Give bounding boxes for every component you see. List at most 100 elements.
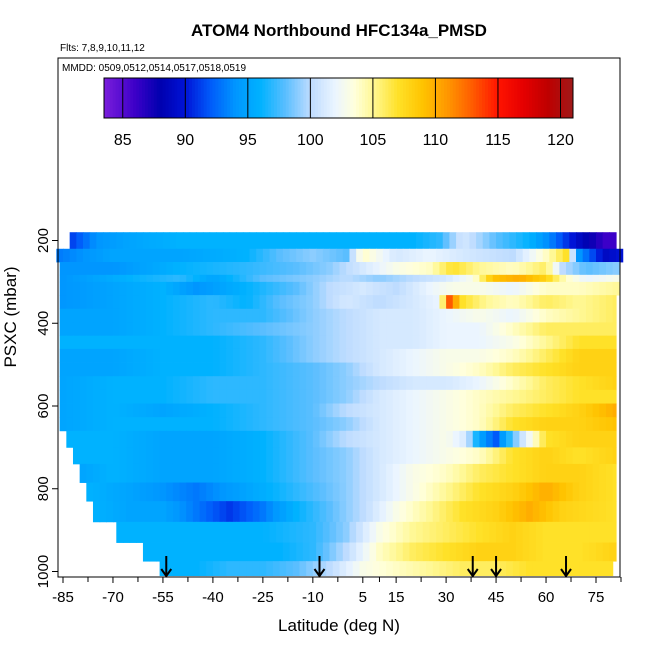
heatmap-cell (202, 248, 211, 263)
dates-note: MMDD: 0509,0512,0514,0517,0518,0519 (62, 63, 246, 74)
heatmap-cell (166, 376, 174, 391)
heatmap-cell (202, 521, 211, 543)
heatmap-cell (599, 295, 607, 310)
colorbar-segment (276, 78, 281, 118)
heatmap-cell (329, 232, 337, 250)
colorbar-segment (209, 78, 213, 118)
colorbar-segment (133, 78, 137, 118)
heatmap-cell (159, 335, 167, 350)
heatmap-cell (572, 417, 580, 432)
heatmap-cell (219, 295, 227, 310)
heatmap-cell (506, 274, 514, 283)
x-tick-label: -10 (302, 589, 324, 606)
heatmap-cell (299, 389, 307, 404)
heatmap-cell (576, 521, 584, 543)
heatmap-cell (239, 561, 247, 577)
heatmap-cell (406, 482, 414, 502)
colorbar-segment (385, 78, 389, 118)
heatmap-cell (206, 362, 214, 377)
heatmap-cell (66, 274, 74, 283)
heatmap-cell (266, 322, 274, 337)
heatmap-cell (182, 232, 191, 250)
heatmap-cell (359, 403, 367, 418)
heatmap-cell (472, 403, 480, 418)
heatmap-cell (562, 248, 570, 263)
colorbar-segment (268, 78, 272, 118)
heatmap-cell (336, 248, 344, 263)
heatmap-cell (546, 417, 554, 432)
heatmap-cell (572, 281, 580, 296)
colorbar-segment (552, 78, 556, 118)
heatmap-cell (452, 417, 461, 432)
heatmap-cell (512, 262, 520, 276)
heatmap-cell (362, 232, 371, 250)
heatmap-cell (179, 322, 187, 337)
heatmap-cell (92, 389, 101, 404)
heatmap-cell (572, 482, 580, 502)
heatmap-cell (212, 335, 221, 350)
heatmap-cell (152, 348, 161, 363)
heatmap-cell (492, 403, 500, 418)
heatmap-cell (446, 561, 454, 577)
heatmap-cell (452, 482, 461, 502)
heatmap-cell (219, 348, 227, 363)
heatmap-cell (152, 430, 161, 448)
heatmap-cell (506, 403, 514, 418)
heatmap-cell (539, 389, 547, 404)
heatmap-cell (579, 561, 587, 577)
heatmap-cell (342, 542, 351, 562)
heatmap-cell (605, 463, 614, 483)
heatmap-cell (69, 248, 77, 263)
heatmap-cell (186, 463, 194, 483)
heatmap-cell (396, 248, 404, 263)
heatmap-cell (216, 232, 224, 250)
heatmap-cell (159, 403, 167, 418)
heatmap-cell (532, 463, 540, 483)
heatmap-cell (212, 322, 221, 337)
heatmap-cell (406, 501, 414, 523)
heatmap-cell (506, 417, 514, 432)
heatmap-cell (239, 308, 247, 323)
heatmap-cell (486, 295, 494, 310)
heatmap-cell (359, 501, 367, 523)
heatmap-cell (392, 281, 401, 296)
heatmap-cell (352, 295, 361, 310)
heatmap-cell (439, 362, 447, 377)
heatmap-cell (442, 232, 451, 250)
heatmap-cell (446, 389, 454, 404)
heatmap-cell (326, 482, 334, 502)
heatmap-cell (172, 561, 181, 577)
heatmap-cell (236, 521, 244, 543)
heatmap-cell (486, 463, 494, 483)
heatmap-cell (586, 295, 594, 310)
heatmap-cell (492, 362, 500, 377)
heatmap-cell (586, 561, 594, 577)
heatmap-cell (502, 542, 510, 562)
heatmap-cell (279, 262, 287, 276)
colorbar-segment (315, 78, 319, 118)
heatmap-cell (179, 362, 187, 377)
heatmap-cell (526, 281, 534, 296)
heatmap-cell (86, 322, 94, 337)
heatmap-cell (246, 274, 254, 283)
heatmap-cell (186, 376, 194, 391)
heatmap-cell (306, 463, 314, 483)
heatmap-cell (192, 447, 201, 465)
heatmap-cell (339, 417, 347, 432)
colorbar-segment (238, 78, 243, 118)
heatmap-cell (259, 417, 267, 432)
heatmap-cell (512, 376, 520, 391)
heatmap-cell (406, 447, 414, 465)
heatmap-cell (279, 447, 287, 465)
heatmap-cell (519, 417, 527, 432)
heatmap-cell (512, 335, 520, 350)
colorbar-segment (247, 78, 252, 118)
heatmap-cell (192, 501, 201, 523)
colorbar-frame (103, 77, 574, 119)
heatmap-cell (436, 521, 444, 543)
heatmap-cell (126, 362, 134, 377)
heatmap-cell (359, 561, 367, 577)
heatmap-cell (279, 463, 287, 483)
heatmap-cell (526, 348, 534, 363)
heatmap-cell (519, 335, 527, 350)
